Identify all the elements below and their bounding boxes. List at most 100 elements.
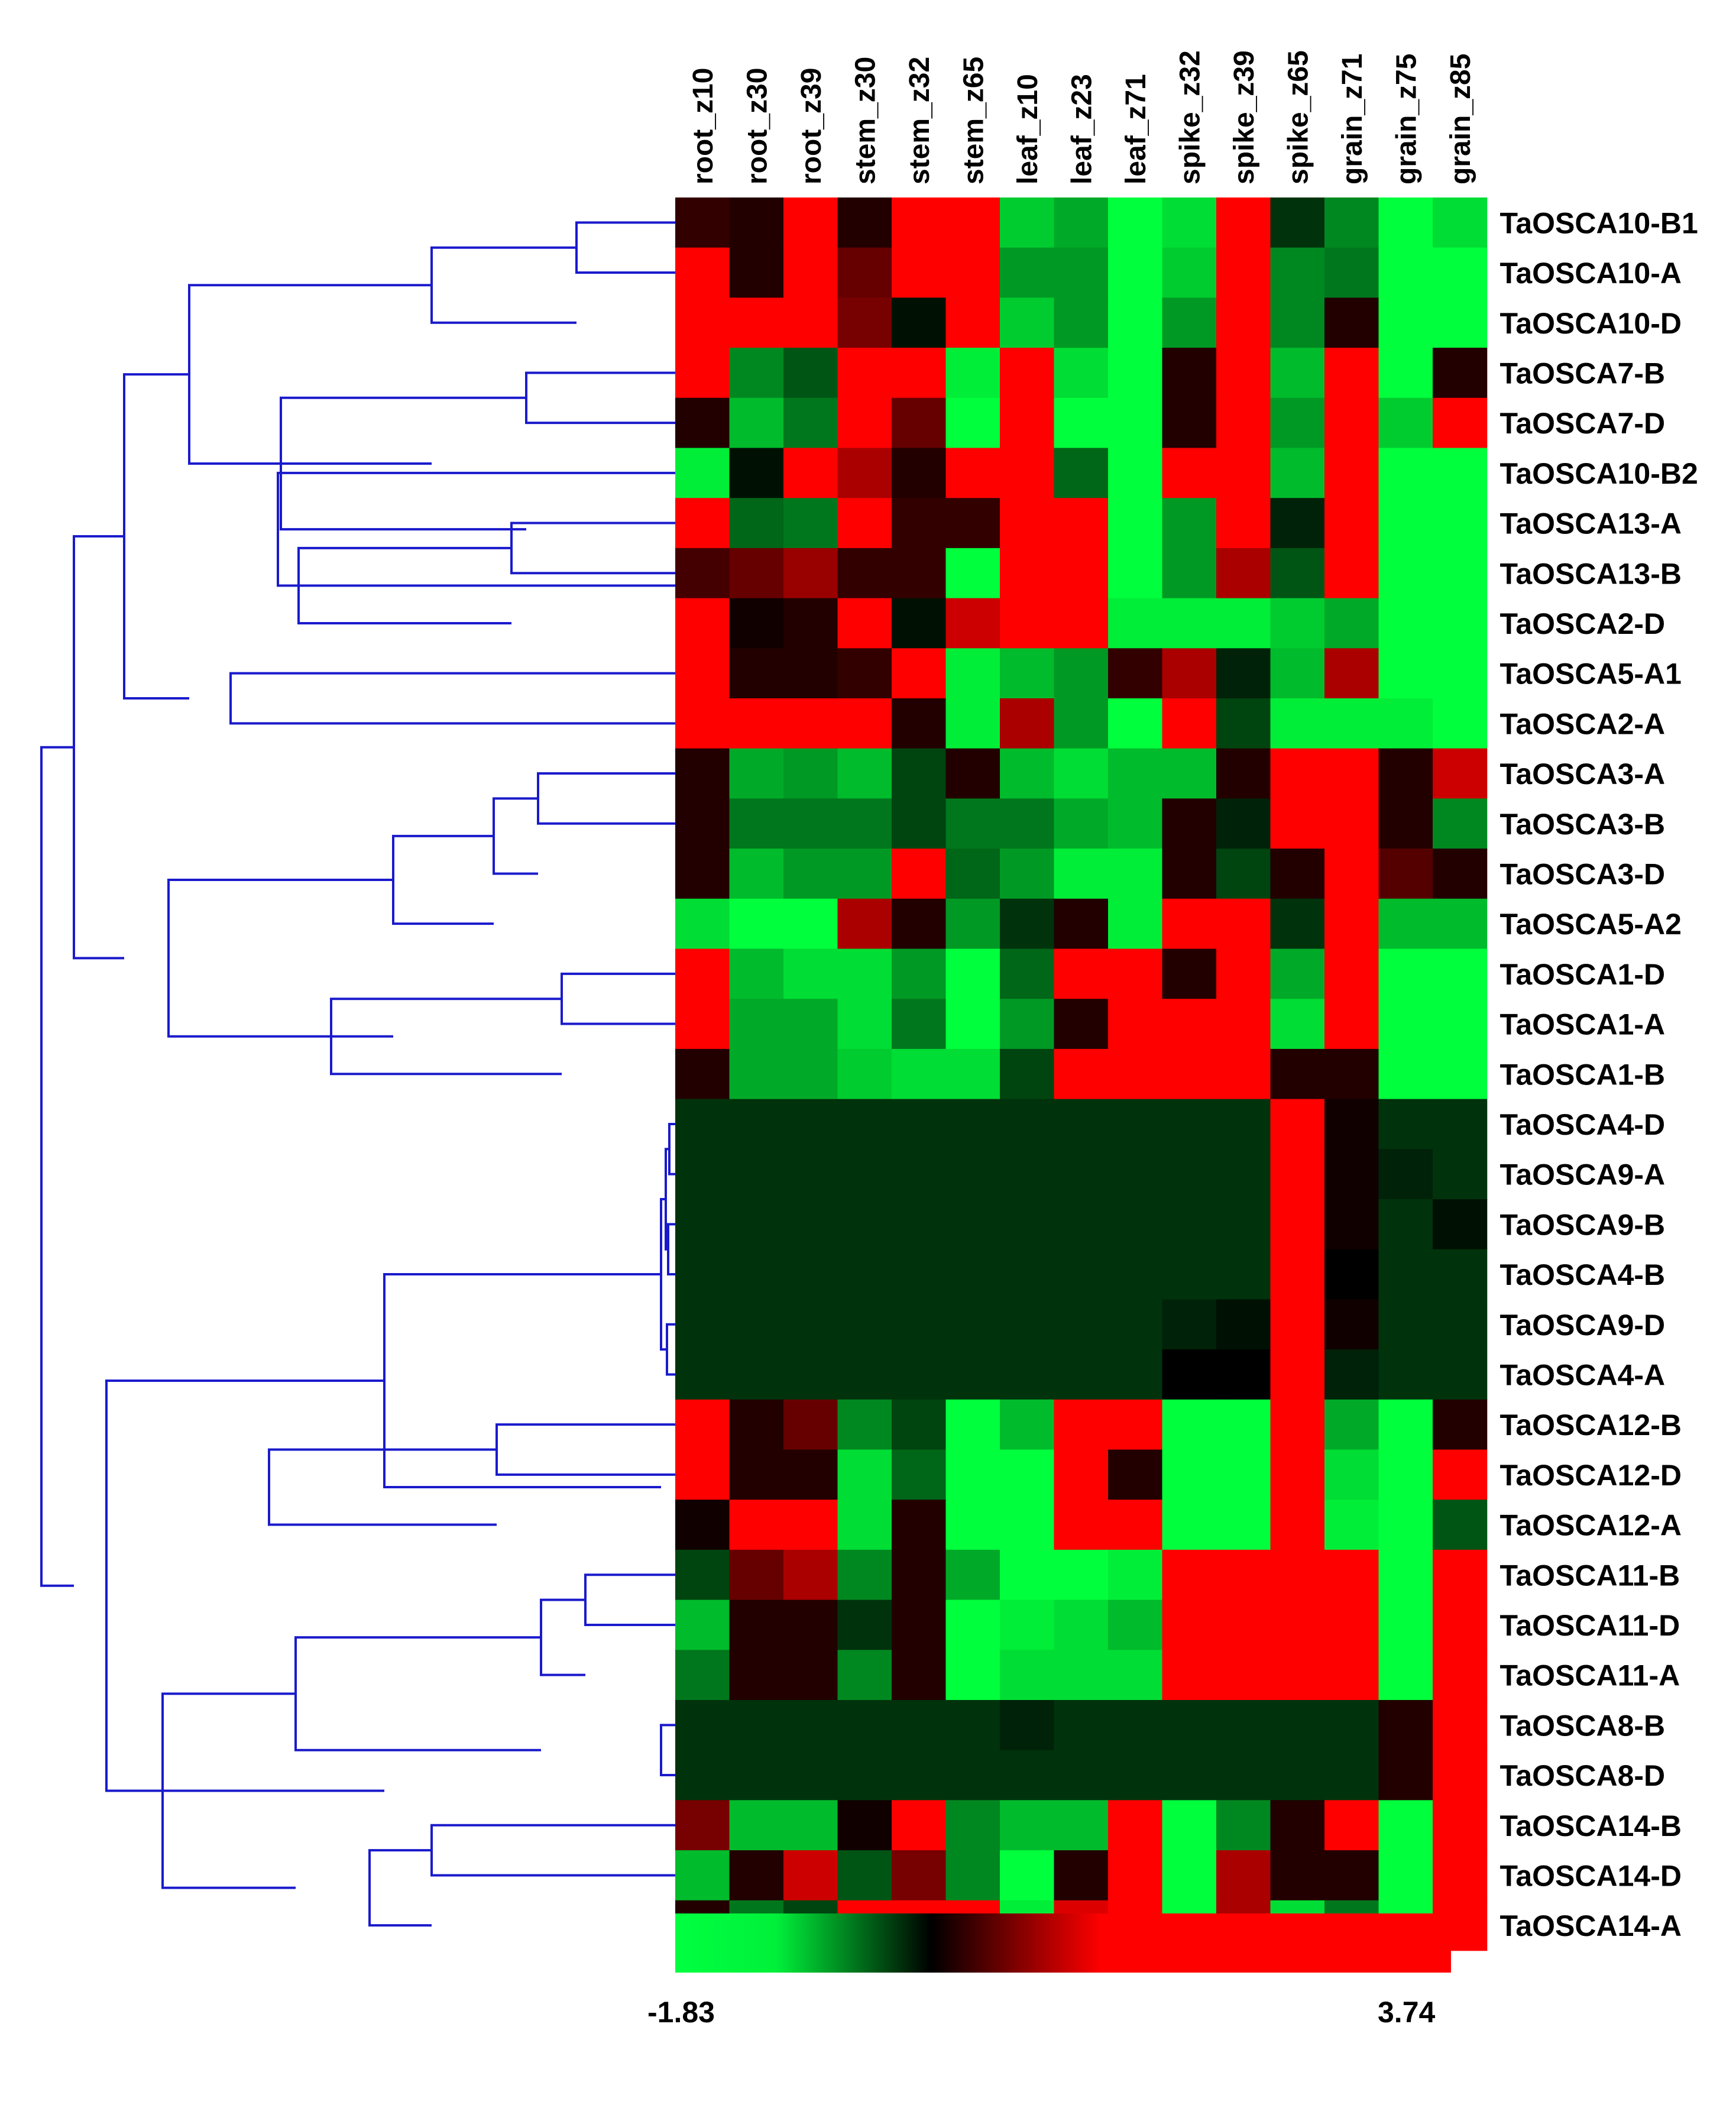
heatmap-cell: [1000, 247, 1055, 299]
heatmap-cell: [1270, 397, 1325, 449]
heatmap-cell: [783, 1299, 838, 1350]
heatmap-cell: [945, 1700, 1000, 1751]
dendrogram-branch: [510, 522, 675, 575]
heatmap-cell: [1108, 1800, 1163, 1851]
heatmap-cell: [1378, 1850, 1433, 1901]
heatmap-cell: [1216, 1048, 1271, 1100]
heatmap-cell: [1108, 297, 1163, 348]
heatmap-cell: [729, 1399, 784, 1450]
heatmap-cell: [945, 247, 1000, 299]
heatmap-cell: [675, 1349, 730, 1400]
heatmap-cell: [729, 1800, 784, 1851]
heatmap-cell: [1433, 948, 1488, 999]
heatmap-cell: [729, 1099, 784, 1150]
heatmap-cell: [1324, 598, 1379, 649]
heatmap-cell: [1433, 1048, 1488, 1100]
heatmap-cell: [1108, 849, 1163, 899]
heatmap-cell: [1108, 1048, 1163, 1100]
heatmap-cell: [1324, 1099, 1379, 1150]
heatmap-cell: [1270, 1249, 1325, 1300]
heatmap-cell: [1054, 748, 1109, 799]
heatmap-cell: [1162, 1048, 1217, 1100]
heatmap-cell: [1000, 1850, 1055, 1901]
heatmap-cell: [945, 1650, 1000, 1701]
heatmap-cell: [729, 798, 784, 849]
heatmap-cell: [892, 999, 947, 1050]
heatmap-cell: [1162, 348, 1217, 399]
heatmap-cell: [1270, 1800, 1325, 1851]
heatmap-cell: [1378, 648, 1433, 699]
heatmap-cell: [1270, 348, 1325, 399]
heatmap-cell: [729, 999, 784, 1050]
heatmap-cell: [945, 197, 1000, 248]
heatmap-cell: [1270, 1599, 1325, 1651]
heatmap-cell: [783, 648, 838, 699]
heatmap-cell: [1324, 1500, 1379, 1550]
heatmap-cell: [1000, 1650, 1055, 1701]
heatmap-cell: [1000, 1449, 1055, 1500]
heatmap-cell: [1433, 1449, 1488, 1500]
heatmap-cell: [945, 1099, 1000, 1150]
heatmap-cell: [1324, 999, 1379, 1050]
heatmap-cell: [783, 1750, 838, 1801]
heatmap-cell: [675, 648, 730, 699]
color-scale-min-label: -1.83: [647, 1996, 715, 2029]
heatmap-cell: [729, 1599, 784, 1651]
heatmap-cell: [1162, 448, 1217, 498]
heatmap-cell: [1270, 197, 1325, 248]
row-label: TaOSCA3-B: [1500, 808, 1666, 841]
heatmap-cell: [1270, 1199, 1325, 1250]
heatmap-cell: [1162, 247, 1217, 299]
heatmap-cell: [892, 1048, 947, 1100]
dendrogram-branch: [537, 772, 675, 825]
heatmap-cell: [1216, 1800, 1271, 1851]
heatmap-cell: [837, 397, 892, 449]
row-label: TaOSCA14-A: [1500, 1909, 1682, 1942]
heatmap-cell: [729, 1199, 784, 1250]
heatmap-cell: [1378, 748, 1433, 799]
heatmap-cell: [1270, 1349, 1325, 1400]
heatmap-cell: [1324, 748, 1379, 799]
heatmap-cell: [892, 598, 947, 649]
heatmap-cell: [783, 1449, 838, 1500]
heatmap-cell: [1054, 548, 1109, 599]
heatmap-cell: [729, 297, 784, 348]
heatmap-cell: [1108, 1599, 1163, 1651]
heatmap-cell: [675, 1700, 730, 1751]
dendrogram-branch: [392, 834, 494, 925]
heatmap-cell: [1108, 1500, 1163, 1550]
heatmap-cell: [1324, 1349, 1379, 1400]
heatmap-cell: [1000, 1099, 1055, 1150]
heatmap-cell: [783, 1048, 838, 1100]
heatmap-cell: [945, 1199, 1000, 1250]
column-label: grain_z75: [1391, 54, 1422, 184]
dendrogram-branch: [123, 373, 189, 700]
heatmap-cell: [1216, 849, 1271, 899]
heatmap-cell: [1270, 1850, 1325, 1901]
heatmap-cell: [675, 1048, 730, 1100]
heatmap-cell: [892, 948, 947, 999]
heatmap-cell: [1216, 1399, 1271, 1450]
heatmap-cell: [729, 648, 784, 699]
heatmap-cell: [1054, 348, 1109, 399]
row-label: TaOSCA10-B1: [1500, 206, 1698, 239]
heatmap-cell: [1324, 197, 1379, 248]
row-label: TaOSCA10-B2: [1500, 457, 1698, 490]
heatmap-cell: [1270, 948, 1325, 999]
heatmap-cell: [1433, 898, 1488, 950]
heatmap-cell: [945, 1048, 1000, 1100]
heatmap-cell: [1000, 1349, 1055, 1400]
dendrogram-branch: [105, 1380, 384, 1792]
heatmap-cell: [837, 1099, 892, 1150]
heatmap-cell: [1216, 1599, 1271, 1651]
color-scale-bar: [675, 1913, 1451, 1973]
heatmap-cell: [892, 849, 947, 899]
heatmap-cell: [892, 548, 947, 599]
heatmap-cell: [675, 798, 730, 849]
row-label: TaOSCA4-B: [1500, 1258, 1666, 1291]
heatmap-cell: [783, 1199, 838, 1250]
heatmap-cell: [675, 1500, 730, 1550]
heatmap-cell: [1433, 498, 1488, 549]
heatmap-cell: [1270, 247, 1325, 299]
heatmap-cell: [1433, 648, 1488, 699]
